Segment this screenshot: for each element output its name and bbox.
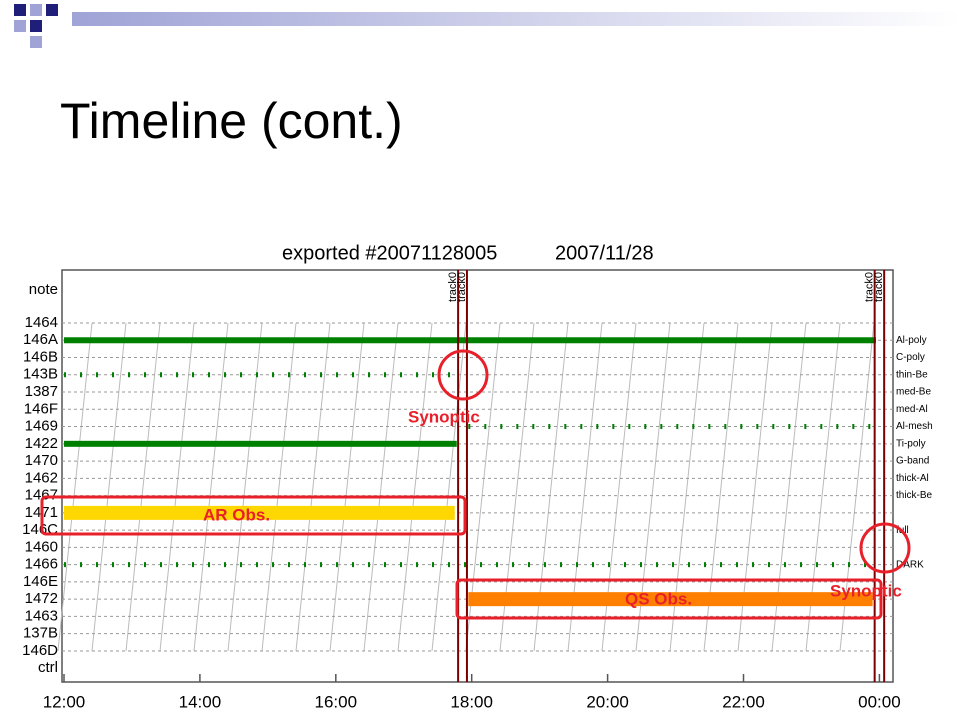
event-label: track0 — [873, 272, 885, 302]
event-label: track0 — [864, 272, 876, 302]
right-label: thick-Al — [896, 473, 929, 484]
highlight-box — [455, 578, 883, 620]
bar — [64, 337, 877, 344]
header-bar — [72, 12, 960, 26]
row-label: 1469 — [25, 418, 58, 435]
x-tick-label: 12:00 — [43, 692, 86, 711]
right-label: DARK — [896, 559, 924, 570]
right-label: thin-Be — [896, 369, 928, 380]
trace-line — [363, 322, 399, 652]
right-label: Ti-poly — [896, 438, 926, 449]
plot: note 1464146A146B143B1387146F146914221470… — [22, 270, 933, 711]
trace-line — [193, 322, 229, 652]
right-label: Al-mesh — [896, 421, 933, 432]
x-tick-label: 22:00 — [722, 692, 765, 711]
row-label: 1470 — [25, 452, 58, 469]
x-tick-label: 14:00 — [179, 692, 222, 711]
trace-line — [329, 322, 365, 652]
highlight-circle — [859, 522, 911, 574]
highlight-box — [40, 495, 467, 536]
header-square — [46, 4, 58, 16]
annotation: QS Obs. — [625, 589, 692, 608]
right-label: C-poly — [896, 352, 925, 363]
trace-line — [57, 322, 93, 652]
chart-subtitle: 2007/11/28 — [555, 242, 654, 264]
bar — [64, 505, 455, 520]
x-tick-label: 16:00 — [315, 692, 358, 711]
bar — [468, 592, 873, 607]
header-square — [30, 20, 42, 32]
trace-line — [397, 322, 433, 652]
right-label: med-Be — [896, 387, 931, 398]
plot-frame — [61, 269, 894, 683]
trace-line — [91, 322, 127, 652]
right-label: Al-poly — [896, 335, 927, 346]
row-label: 146B — [23, 348, 58, 365]
right-label: thick-Be — [896, 490, 933, 501]
header-square — [14, 4, 26, 16]
trace-line — [261, 322, 297, 652]
row-label: 1463 — [25, 607, 58, 624]
trace-line — [125, 322, 161, 652]
row-label: 143B — [23, 366, 58, 383]
row-label: 1472 — [25, 590, 58, 607]
annotation: AR Obs. — [203, 505, 270, 524]
row-label: 137B — [23, 625, 58, 642]
header-square — [30, 36, 42, 48]
row-label: 1462 — [25, 469, 58, 486]
row-label: 146D — [22, 642, 58, 659]
right-label: G-band — [896, 456, 929, 467]
x-tick-label: 00:00 — [858, 692, 901, 711]
right-label: med-Al — [896, 404, 928, 415]
event-label: track0 — [447, 272, 459, 302]
row-label: 1467 — [25, 487, 58, 504]
row-label: ctrl — [38, 659, 58, 676]
row-label: 1460 — [25, 538, 58, 555]
trace-line — [227, 322, 263, 652]
trace-line — [431, 322, 467, 652]
row-label: 1387 — [25, 383, 58, 400]
chart-title: exported #20071128005 — [282, 242, 497, 264]
row-label: note — [29, 281, 58, 298]
bar — [64, 440, 457, 447]
row-label: 1466 — [25, 556, 58, 573]
row-label: 146E — [23, 573, 58, 590]
header-square — [14, 20, 26, 32]
row-label: 146F — [24, 400, 58, 417]
trace-line — [295, 322, 331, 652]
x-tick-label: 18:00 — [450, 692, 493, 711]
x-tick-label: 20:00 — [586, 692, 629, 711]
row-label: 1464 — [25, 314, 58, 331]
row-label: 146C — [22, 521, 58, 538]
slide-title: Timeline (cont.) — [60, 93, 403, 149]
event-label: track0 — [456, 272, 468, 302]
row-label: 146A — [23, 331, 58, 348]
highlight-circle — [437, 349, 489, 401]
annotation: Synoptic — [408, 407, 480, 426]
header-square — [30, 4, 42, 16]
trace-line — [159, 322, 195, 652]
row-label: 1422 — [25, 435, 58, 452]
annotation: Synoptic — [830, 581, 902, 600]
